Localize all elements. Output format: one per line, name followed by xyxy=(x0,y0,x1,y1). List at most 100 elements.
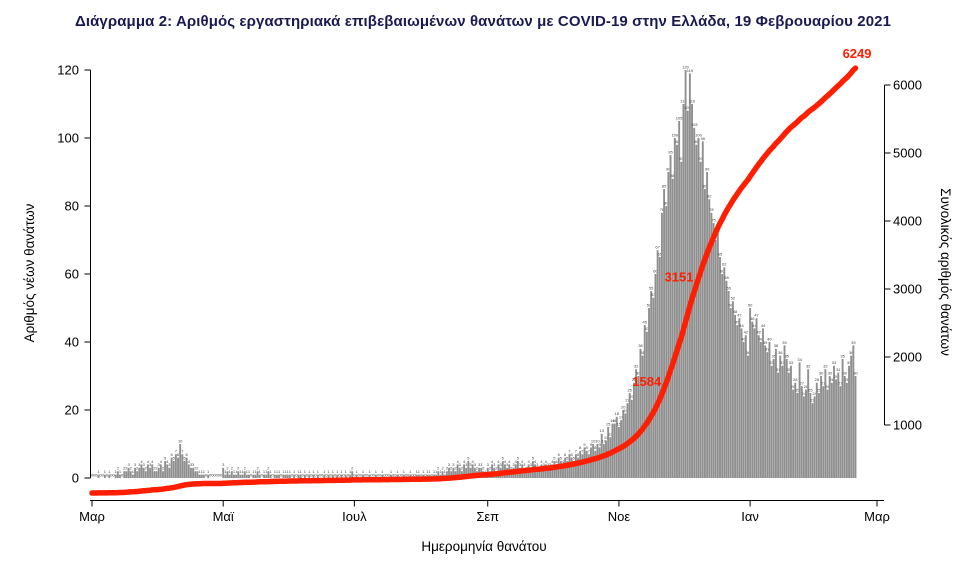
bar-value-label: 2 xyxy=(123,466,126,471)
bar xyxy=(312,474,315,478)
bar-value-label: 1 xyxy=(484,469,487,474)
bar xyxy=(153,471,156,478)
bar xyxy=(648,308,650,478)
bar-value-label: 4 xyxy=(166,459,169,464)
bar xyxy=(587,454,590,478)
bar-value-label: 1 xyxy=(444,469,447,474)
bar-value-label: 44 xyxy=(752,323,757,328)
bar-value-label: 0 xyxy=(347,472,350,477)
bar xyxy=(779,355,782,478)
bar-value-label: 1 xyxy=(119,469,122,474)
bar-value-label: 85 xyxy=(703,183,708,188)
bar-value-label: 108 xyxy=(684,105,691,110)
bar-value-label: 16 xyxy=(610,418,615,423)
bar-value-label: 8 xyxy=(579,445,582,450)
bar-value-label: 1 xyxy=(282,469,285,474)
bar-value-label: 8 xyxy=(586,445,589,450)
bar xyxy=(768,342,771,478)
bar-value-label: 1 xyxy=(308,469,311,474)
bar-value-label: 2 xyxy=(162,466,165,471)
bar-value-label: 1 xyxy=(132,469,135,474)
bar-value-label: 35 xyxy=(840,353,845,358)
bar xyxy=(192,467,195,478)
bar-value-label: 33 xyxy=(769,360,774,365)
bar xyxy=(710,212,713,479)
bar xyxy=(830,382,833,478)
bar-value-label: 0 xyxy=(370,472,373,477)
bar-value-label: 4 xyxy=(463,459,466,464)
bar-value-label: 0 xyxy=(319,472,322,477)
bar xyxy=(166,464,169,478)
bar-value-label: 65 xyxy=(718,251,723,256)
bar-value-label: 7 xyxy=(575,449,578,454)
bar xyxy=(602,444,605,478)
bar xyxy=(826,389,829,478)
bar-value-label: 53 xyxy=(651,292,656,297)
bar-value-label: 0 xyxy=(93,472,96,477)
bar xyxy=(701,141,704,478)
y-left-tick-label: 40 xyxy=(65,335,79,350)
bar-value-label: 1 xyxy=(278,469,281,474)
milestone-label: 1584 xyxy=(632,374,662,389)
y-left-tick-label: 120 xyxy=(57,63,79,78)
bar-value-label: 10 xyxy=(178,438,183,443)
bar-value-label: 67 xyxy=(655,245,660,250)
bar-value-label: 1 xyxy=(201,469,204,474)
bar-value-label: 0 xyxy=(366,472,369,477)
bar-value-label: 3 xyxy=(536,462,539,467)
bar-value-label: 3 xyxy=(143,462,146,467)
bar xyxy=(265,474,268,478)
bar xyxy=(559,461,562,478)
bar-value-label: 10 xyxy=(602,438,607,443)
bar-value-label: 27 xyxy=(800,381,805,386)
bar xyxy=(824,369,827,478)
bar-value-label: 3 xyxy=(506,462,509,467)
bar xyxy=(854,376,857,478)
bar-value-label: 2 xyxy=(130,466,133,471)
bar-value-label: 6 xyxy=(558,452,561,457)
bar-value-label: 0 xyxy=(213,472,216,477)
bar-value-label: 26 xyxy=(791,384,796,389)
bar-value-label: 4 xyxy=(562,459,565,464)
bar-value-label: 1 xyxy=(104,469,107,474)
bar xyxy=(770,365,773,478)
bar xyxy=(127,467,130,478)
bar-value-label: 1 xyxy=(254,469,257,474)
bar xyxy=(181,454,184,478)
bar xyxy=(252,474,255,478)
bar xyxy=(738,318,741,478)
bar-value-label: 2 xyxy=(495,466,498,471)
bar xyxy=(843,376,846,478)
bar-value-label: 0 xyxy=(315,472,318,477)
bar xyxy=(762,328,764,478)
bar-value-label: 120 xyxy=(682,64,689,69)
bar-value-label: 37 xyxy=(765,347,770,352)
x-tick-label: Μαρ xyxy=(864,509,890,524)
bar-value-label: 2 xyxy=(454,466,457,471)
bar-value-label: 5 xyxy=(173,455,176,460)
bar-value-label: 0 xyxy=(364,472,367,477)
bar-value-label: 1 xyxy=(304,469,307,474)
bar xyxy=(198,474,201,478)
bar xyxy=(725,280,728,478)
bar-value-label: 1 xyxy=(426,469,429,474)
bar xyxy=(97,474,100,478)
bar xyxy=(665,206,668,478)
bar xyxy=(123,471,126,478)
bar xyxy=(706,172,709,478)
bar xyxy=(699,161,702,479)
bar xyxy=(680,161,683,479)
bar xyxy=(794,382,797,478)
bar xyxy=(288,474,291,478)
bar-value-label: 50 xyxy=(729,302,734,307)
bar-value-label: 0 xyxy=(291,472,294,477)
bar-value-label: 0 xyxy=(106,472,109,477)
bar-value-label: 1 xyxy=(390,469,393,474)
bar xyxy=(766,352,769,478)
bar-value-label: 1 xyxy=(300,469,303,474)
bar xyxy=(747,355,749,478)
bar-value-label: 3 xyxy=(127,462,130,467)
bar-value-label: 28 xyxy=(815,377,820,382)
bar-value-label: 62 xyxy=(722,262,727,267)
bar xyxy=(368,474,371,478)
